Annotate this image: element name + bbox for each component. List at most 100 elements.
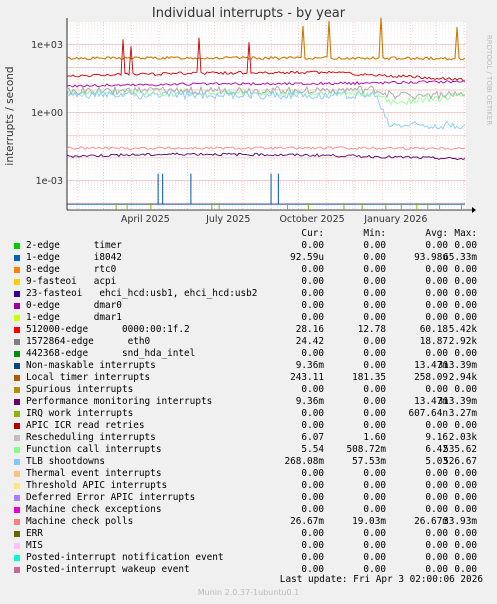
legend-label: 1-edge dmar1 <box>26 312 122 323</box>
legend-min: 0.00 <box>363 504 386 515</box>
series-line <box>66 152 466 161</box>
legend-min: 0.00 <box>363 480 386 491</box>
legend-min: 0.00 <box>363 360 386 371</box>
legend-cur: 0.00 <box>301 504 324 515</box>
legend-swatch <box>14 339 20 345</box>
legend-max: 0.00 <box>454 384 477 395</box>
legend-avg: 0.00 <box>425 240 448 251</box>
legend-cur: 0.00 <box>301 288 324 299</box>
legend-cur: 0.00 <box>301 300 324 311</box>
legend-max: 0.00 <box>454 468 477 479</box>
legend-avg: 0.00 <box>425 540 448 551</box>
legend-min: 0.00 <box>363 384 386 395</box>
legend-min: 0.00 <box>363 408 386 419</box>
legend-avg: 0.00 <box>425 288 448 299</box>
legend-swatch <box>14 567 20 573</box>
y-tick-label: 1e+03 <box>31 40 63 51</box>
legend-max: 0.00 <box>454 348 477 359</box>
legend-cur: 0.00 <box>301 564 324 575</box>
legend-avg: 26.67m <box>414 516 448 527</box>
legend-min: 181.35 <box>352 372 386 383</box>
legend-cur: 0.00 <box>301 552 324 563</box>
legend-label: 8-edge rtc0 <box>26 264 117 275</box>
legend-label: Non-maskable interrupts <box>26 360 156 371</box>
legend-label: Local timer interrupts <box>26 372 151 383</box>
series-line <box>66 80 466 88</box>
header-avg: Avg: <box>425 228 448 239</box>
legend-rows: 2-edge timer 0.00 0.00 0.00 0.00 1-edge i8042… <box>14 240 484 576</box>
legend-avg: 0.00 <box>425 312 448 323</box>
rrdtool-credit: RRDTOOL / TOBI OETIKER <box>485 35 493 125</box>
legend-max: 5.42k <box>448 324 477 335</box>
legend-swatch <box>14 435 20 441</box>
legend-row: 1-edge dmar1 0.00 0.00 0.00 0.00 <box>14 312 484 324</box>
legend-label: ERR <box>26 528 43 539</box>
legend-avg: 0.00 <box>425 384 448 395</box>
legend-swatch <box>14 459 20 465</box>
legend-avg: 6.42 <box>425 444 448 455</box>
legend-row: IRQ work interrupts 0.00 0.00 607.64n 3.27m <box>14 408 484 420</box>
legend-row: 2-edge timer 0.00 0.00 0.00 0.00 <box>14 240 484 252</box>
legend-avg: 0.00 <box>425 276 448 287</box>
legend-cur: 24.42 <box>295 336 324 347</box>
legend-max: 0.00 <box>454 300 477 311</box>
legend-swatch <box>14 375 20 381</box>
legend-avg: 0.00 <box>425 348 448 359</box>
legend-row: Machine check polls 26.67m 19.03m 26.67m 33.… <box>14 516 484 528</box>
y-tick-label: 1e-03 <box>36 176 63 187</box>
legend-label: Machine check exceptions <box>26 504 162 515</box>
legend-row: Rescheduling interrupts 6.07 1.60 9.16 2.03k <box>14 432 484 444</box>
legend-label: Posted-interrupt wakeup event <box>26 564 190 575</box>
legend-max: 0.00 <box>454 540 477 551</box>
legend-swatch <box>14 471 20 477</box>
legend-avg: 5.03 <box>425 456 448 467</box>
legend-min: 0.00 <box>363 300 386 311</box>
x-tick-labels: April 2025 July 2025 October 2025 January 2… <box>121 214 428 225</box>
legend-min: 0.00 <box>363 528 386 539</box>
legend-max: 0.00 <box>454 420 477 431</box>
legend-avg: 0.00 <box>425 564 448 575</box>
legend-avg: 0.00 <box>425 300 448 311</box>
legend-min: 0.00 <box>363 264 386 275</box>
legend-min: 12.78 <box>357 324 386 335</box>
legend-max: 0.00 <box>454 504 477 515</box>
legend-table: Cur: Min: Avg: Max: 2-edge timer 0.00 0.00… <box>14 228 484 576</box>
legend-max: 526.67 <box>443 456 477 467</box>
legend-swatch <box>14 447 20 453</box>
legend-min: 0.00 <box>363 336 386 347</box>
legend-label: Machine check polls <box>26 516 134 527</box>
legend-avg: 607.64n <box>408 408 448 419</box>
legend-min: 0.00 <box>363 564 386 575</box>
legend-min: 0.00 <box>363 288 386 299</box>
legend-avg: 0.00 <box>425 420 448 431</box>
legend-label: Function call interrupts <box>26 444 162 455</box>
legend-cur: 0.00 <box>301 276 324 287</box>
legend-cur: 0.00 <box>301 492 324 503</box>
legend-max: 535.62 <box>443 444 477 455</box>
legend-min: 0.00 <box>363 252 386 263</box>
legend-cur: 5.54 <box>301 444 324 455</box>
legend-avg: 9.16 <box>425 432 448 443</box>
legend-label: 2-edge timer <box>26 240 122 251</box>
legend-min: 508.72m <box>346 444 386 455</box>
legend-max: 0.00 <box>454 312 477 323</box>
legend-max: 2.92k <box>448 336 477 347</box>
legend-label: Threshold APIC interrupts <box>26 480 168 491</box>
series-lines <box>66 17 466 205</box>
legend-row: Posted-interrupt notification event 0.00 0… <box>14 552 484 564</box>
legend-min: 0.00 <box>363 552 386 563</box>
legend-label: IRQ work interrupts <box>26 408 134 419</box>
legend-min: 57.53m <box>352 456 386 467</box>
grid <box>66 18 476 213</box>
legend-cur: 9.36m <box>295 396 324 407</box>
legend-min: 0.00 <box>363 348 386 359</box>
y-tick-label: 1e+00 <box>31 108 63 119</box>
legend-avg: 93.98u <box>414 252 448 263</box>
legend-row: Threshold APIC interrupts 0.00 0.00 0.00 0.0… <box>14 480 484 492</box>
legend-label: TLB shootdowns <box>26 456 106 467</box>
legend-row: TLB shootdowns 268.08m 57.53m 5.03 526.67 <box>14 456 484 468</box>
legend-max: 0.00 <box>454 276 477 287</box>
legend-min: 0.00 <box>363 468 386 479</box>
legend-cur: 0.00 <box>301 408 324 419</box>
y-tick-labels: 1e+03 1e+00 1e-03 <box>31 40 63 187</box>
